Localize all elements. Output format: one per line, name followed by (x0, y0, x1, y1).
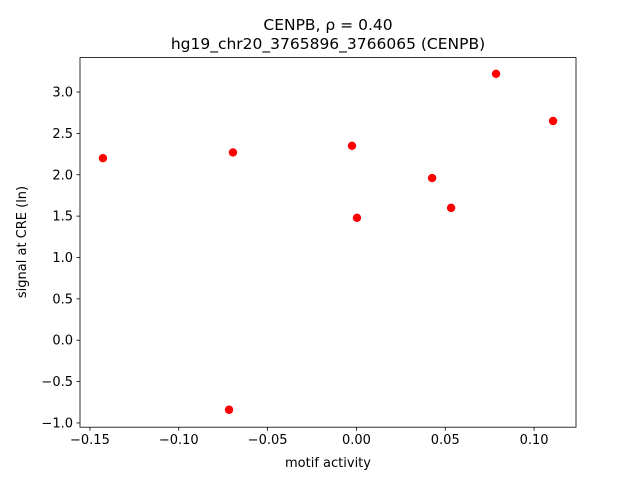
chart-title: CENPB, ρ = 0.40 (263, 16, 392, 34)
y-tick-label: 3.0 (52, 86, 73, 101)
x-tick-label: 0.00 (342, 433, 371, 448)
y-tick-label: 1.5 (52, 210, 73, 225)
x-tick-label: −0.15 (70, 433, 110, 448)
point (548, 116, 558, 126)
y-tick-label: 1.0 (52, 251, 73, 266)
y-tick-label: 0.0 (52, 334, 73, 349)
y-tick-label: −0.5 (41, 375, 73, 390)
x-tick-label: −0.10 (159, 433, 199, 448)
plot-frame (79, 57, 577, 428)
point (224, 405, 234, 414)
point (491, 69, 501, 79)
point (98, 154, 108, 163)
x-tick-label: 0.05 (431, 433, 460, 448)
x-tick-label: −0.05 (248, 433, 288, 448)
point (228, 148, 238, 157)
point (427, 173, 437, 183)
point (446, 203, 456, 213)
y-axis-label: signal at CRE (ln) (15, 186, 30, 298)
y-tick-label: 0.5 (52, 292, 73, 307)
chart-subtitle: hg19_chr20_3765896_3766065 (CENPB) (171, 35, 485, 54)
y-tick-label: 2.0 (52, 168, 73, 183)
point (352, 213, 362, 222)
point (347, 141, 357, 151)
x-tick-label: 0.10 (520, 433, 549, 448)
y-tick-label: −1.0 (41, 416, 73, 431)
x-axis-label: motif activity (285, 456, 371, 471)
y-tick-label: 2.5 (52, 127, 73, 142)
